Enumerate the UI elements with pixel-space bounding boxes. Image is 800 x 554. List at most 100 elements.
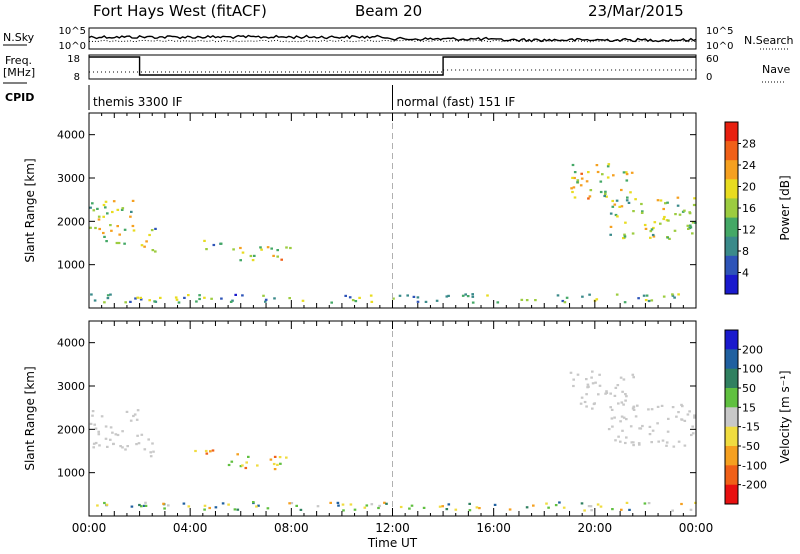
power-echo-point (104, 200, 108, 203)
velocity-echo-point (599, 505, 603, 508)
velocity-echo-point (691, 432, 695, 435)
power-echo-point (589, 189, 593, 192)
velocity-echo-point (109, 426, 113, 429)
power-echo-point (627, 201, 631, 204)
power-echo-point (615, 293, 619, 296)
power-echo-point (623, 301, 627, 304)
velocity-echo-point (111, 431, 114, 434)
velocity-echo-point (349, 503, 353, 506)
velocity-echo-point (631, 407, 635, 410)
velocity-echo-point (680, 403, 683, 406)
power-echo-point (251, 259, 255, 262)
power-echo-point (651, 233, 655, 237)
power-echo-point (109, 224, 112, 227)
velocity-echo-point (622, 403, 625, 406)
power-echo-point (424, 300, 428, 303)
power-echo-point (89, 206, 92, 209)
power-colorbar-tick-label: 16 (742, 202, 756, 215)
power-echo-point (612, 174, 615, 177)
noise-right-label: N.Search (744, 34, 794, 47)
power-colorbar-tick-label: 4 (742, 267, 749, 280)
power-echo-point (615, 199, 619, 202)
velocity-echo-point (586, 383, 590, 386)
velocity-echo-point (647, 502, 651, 505)
velocity-echo-point (693, 416, 696, 419)
velocity-echo-point (125, 410, 129, 413)
power-echo-point (344, 294, 347, 297)
velocity-echo-point (119, 445, 122, 448)
power-echo-point (148, 299, 151, 302)
power-echo-point (464, 293, 467, 296)
power-echo-point (587, 171, 590, 174)
power-echo-point (604, 190, 607, 193)
velocity-colorbar-swatch (725, 465, 738, 486)
power-echo-point (662, 207, 665, 211)
power-echo-point (91, 202, 94, 205)
velocity-echo-point (257, 504, 260, 507)
velocity-echo-point (135, 443, 138, 446)
velocity-echo-point (109, 438, 112, 441)
power-echo-point (139, 296, 142, 299)
power-echo-point (534, 299, 537, 302)
power-echo-point (276, 249, 279, 252)
power-echo-point (637, 297, 640, 300)
power-echo-point (624, 221, 627, 224)
power-echo-point (288, 297, 291, 300)
velocity-echo-point (105, 503, 109, 506)
power-echo-point (659, 222, 662, 225)
velocity-echo-point (445, 508, 449, 511)
velocity-echo-point (611, 425, 614, 428)
power-echo-point (606, 176, 610, 179)
velocity-echo-point (631, 373, 635, 376)
velocity-y-tick-label: 4000 (57, 337, 85, 350)
velocity-echo-point (365, 504, 369, 507)
power-echo-point (102, 215, 105, 218)
power-echo-point (220, 297, 223, 300)
power-echo-point (647, 299, 651, 303)
time-tick-label: 00:00 (72, 521, 107, 535)
power-echo-point (260, 248, 263, 251)
freq-panel-frame (88, 54, 697, 80)
velocity-colorbar-tick-label: 100 (742, 363, 763, 376)
power-echo-point (599, 180, 603, 183)
power-echo-point (606, 165, 610, 168)
power-echo-point (556, 294, 560, 297)
velocity-echo-point (650, 408, 654, 411)
power-echo-point (121, 207, 125, 210)
power-colorbar-swatch (725, 236, 738, 257)
velocity-echo-point (124, 448, 127, 451)
velocity-echo-point (187, 505, 191, 508)
power-echo-point (140, 244, 144, 247)
cpid-mode-label: normal (fast) 151 IF (397, 95, 516, 109)
velocity-echo-point (290, 502, 294, 505)
power-echo-point (270, 247, 273, 250)
power-echo-point (668, 237, 671, 240)
velocity-echo-point (572, 384, 575, 388)
power-echo-point (124, 301, 127, 304)
velocity-echo-point (244, 466, 248, 470)
power-echo-point (688, 211, 691, 214)
power-echo-point (643, 223, 647, 227)
velocity-echo-point (686, 413, 690, 416)
velocity-echo-point (399, 505, 403, 509)
velocity-echo-point (329, 501, 332, 504)
freq-left-tick: 18 (67, 54, 80, 65)
velocity-echo-point (660, 404, 664, 407)
power-echo-point (525, 299, 529, 302)
freq-left-unit: [MHz] (3, 66, 35, 79)
noise-left-label: N.Sky (3, 31, 35, 44)
time-tick-label: 04:00 (173, 521, 208, 535)
velocity-echo-point (624, 399, 627, 402)
velocity-colorbar-swatch (725, 484, 738, 505)
velocity-echo-point (104, 437, 108, 440)
power-echo-point (634, 198, 637, 201)
velocity-echo-point (468, 509, 472, 512)
power-echo-point (673, 296, 676, 299)
power-colorbar-swatch (725, 198, 738, 218)
velocity-echo-point (133, 413, 137, 416)
velocity-echo-point (648, 433, 652, 436)
velocity-echo-point (607, 428, 611, 431)
power-echo-point (692, 203, 696, 207)
power-echo-point (115, 241, 119, 245)
power-colorbar-tick-label: 8 (742, 245, 749, 258)
